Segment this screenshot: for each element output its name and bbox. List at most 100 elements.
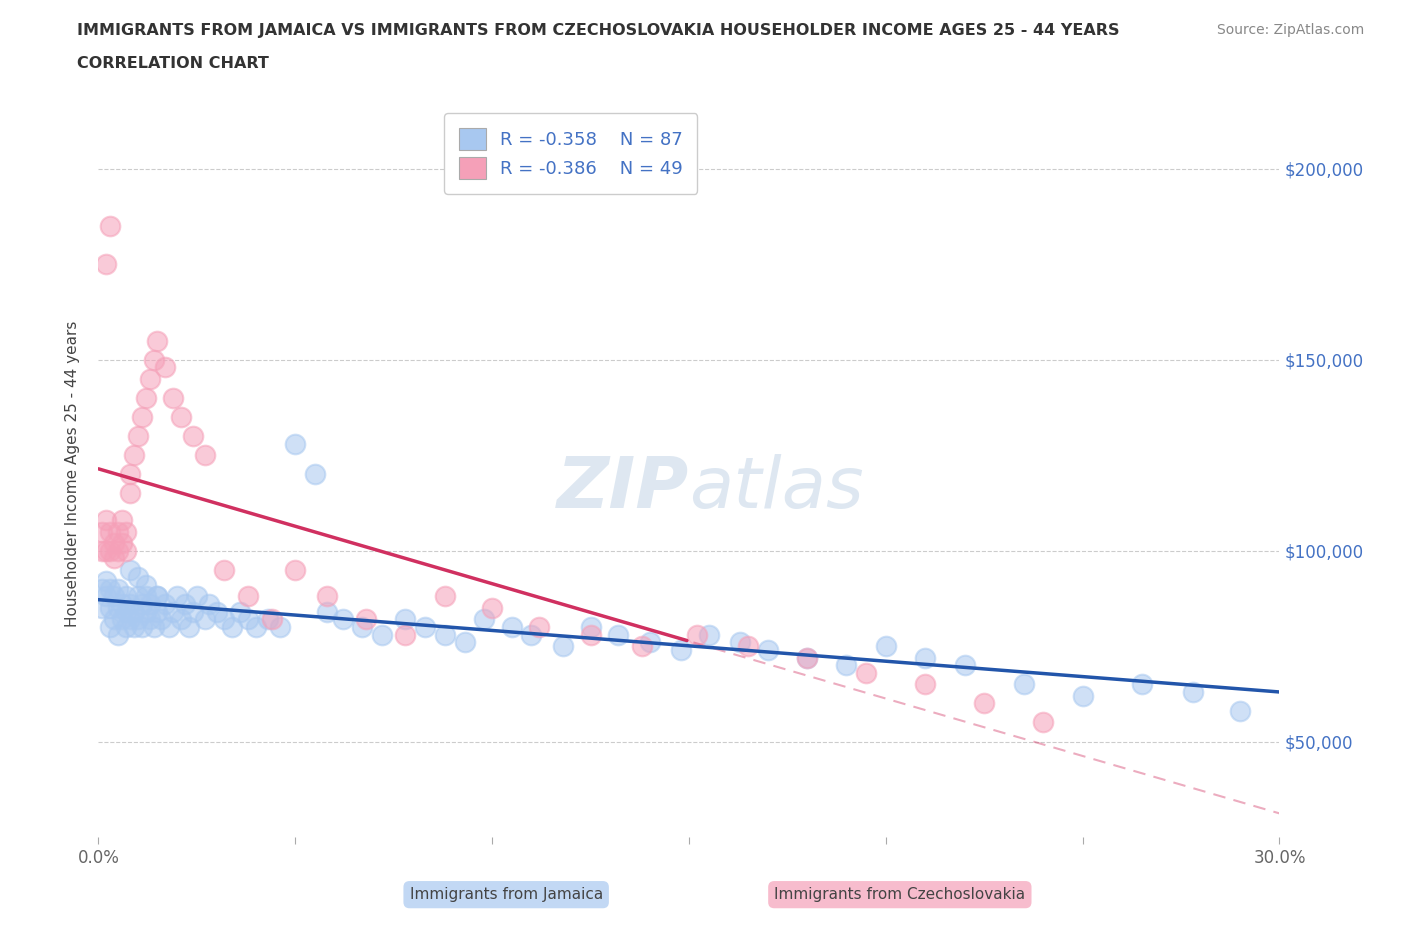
Point (284, 436, 307, 451)
Point (127, 570, 149, 585)
Point (103, 589, 125, 604)
Point (394, 627, 416, 642)
Point (205, 604, 228, 619)
Point (91, 601, 114, 616)
Point (135, 578, 157, 592)
Y-axis label: Householder Income Ages 25 - 44 years: Householder Income Ages 25 - 44 years (65, 321, 80, 628)
Text: Source: ZipAtlas.com: Source: ZipAtlas.com (1216, 23, 1364, 37)
Point (453, 635, 475, 650)
Point (669, 643, 692, 658)
Point (170, 409, 193, 424)
Point (118, 597, 141, 612)
Point (118, 486, 141, 501)
Legend: R = -0.358    N = 87, R = -0.386    N = 49: R = -0.358 N = 87, R = -0.386 N = 49 (444, 113, 697, 193)
Point (107, 525, 129, 539)
Point (174, 597, 197, 612)
Point (737, 639, 759, 654)
Point (551, 639, 574, 654)
Point (138, 597, 160, 612)
Text: atlas: atlas (689, 455, 863, 524)
Text: Immigrants from Jamaica: Immigrants from Jamaica (409, 887, 603, 902)
Point (146, 604, 169, 619)
Point (91, 525, 114, 539)
Point (98, 525, 121, 539)
Point (127, 612, 149, 627)
Point (155, 360, 177, 375)
Point (181, 604, 204, 619)
Point (131, 619, 153, 634)
Point (214, 612, 236, 627)
Point (98, 601, 121, 616)
Point (697, 627, 720, 642)
Point (162, 391, 184, 405)
Point (138, 371, 160, 386)
Point (315, 589, 337, 604)
Point (103, 536, 125, 551)
Point (579, 627, 602, 642)
Point (146, 589, 169, 604)
Point (304, 467, 326, 482)
Point (796, 650, 818, 665)
Point (118, 467, 141, 482)
Point (352, 619, 374, 634)
Point (98, 581, 121, 596)
Point (131, 597, 153, 612)
Point (96, 589, 118, 604)
Point (103, 551, 125, 565)
Point (728, 635, 751, 650)
Point (371, 627, 394, 642)
Point (146, 589, 169, 604)
Point (638, 635, 661, 650)
Point (607, 627, 630, 642)
Point (122, 447, 145, 462)
Point (197, 597, 219, 612)
Point (146, 333, 169, 348)
Point (686, 627, 709, 642)
Point (194, 447, 217, 462)
Point (186, 589, 208, 604)
Point (122, 619, 145, 634)
Point (529, 619, 551, 634)
Point (221, 619, 243, 634)
Point (166, 589, 188, 604)
Point (118, 563, 141, 578)
Text: ZIP: ZIP (557, 455, 689, 524)
Point (103, 612, 125, 627)
Point (433, 627, 456, 642)
Point (1012, 677, 1035, 692)
Point (520, 627, 543, 642)
Text: CORRELATION CHART: CORRELATION CHART (77, 56, 269, 71)
Point (875, 639, 897, 654)
Point (315, 604, 337, 619)
Point (122, 604, 145, 619)
Point (115, 619, 138, 634)
Point (155, 597, 177, 612)
Point (914, 677, 936, 692)
Point (98, 219, 121, 233)
Point (91, 543, 114, 558)
Point (236, 589, 259, 604)
Point (135, 391, 157, 405)
Text: Immigrants from Czechoslovakia: Immigrants from Czechoslovakia (775, 887, 1025, 902)
Point (111, 597, 134, 612)
Point (260, 612, 283, 627)
Point (1032, 715, 1054, 730)
Point (481, 601, 503, 616)
Point (135, 604, 157, 619)
Point (107, 627, 129, 642)
Text: IMMIGRANTS FROM JAMAICA VS IMMIGRANTS FROM CZECHOSLOVAKIA HOUSEHOLDER INCOME AGE: IMMIGRANTS FROM JAMAICA VS IMMIGRANTS FR… (77, 23, 1119, 38)
Point (115, 543, 138, 558)
Point (256, 612, 278, 627)
Point (1229, 704, 1251, 719)
Point (194, 612, 217, 627)
Point (107, 581, 129, 596)
Point (630, 639, 652, 654)
Point (973, 696, 995, 711)
Point (98, 543, 121, 558)
Point (150, 612, 173, 627)
Point (245, 619, 267, 634)
Point (111, 536, 134, 551)
Point (157, 619, 180, 634)
Point (1181, 684, 1204, 699)
Point (91, 581, 114, 596)
